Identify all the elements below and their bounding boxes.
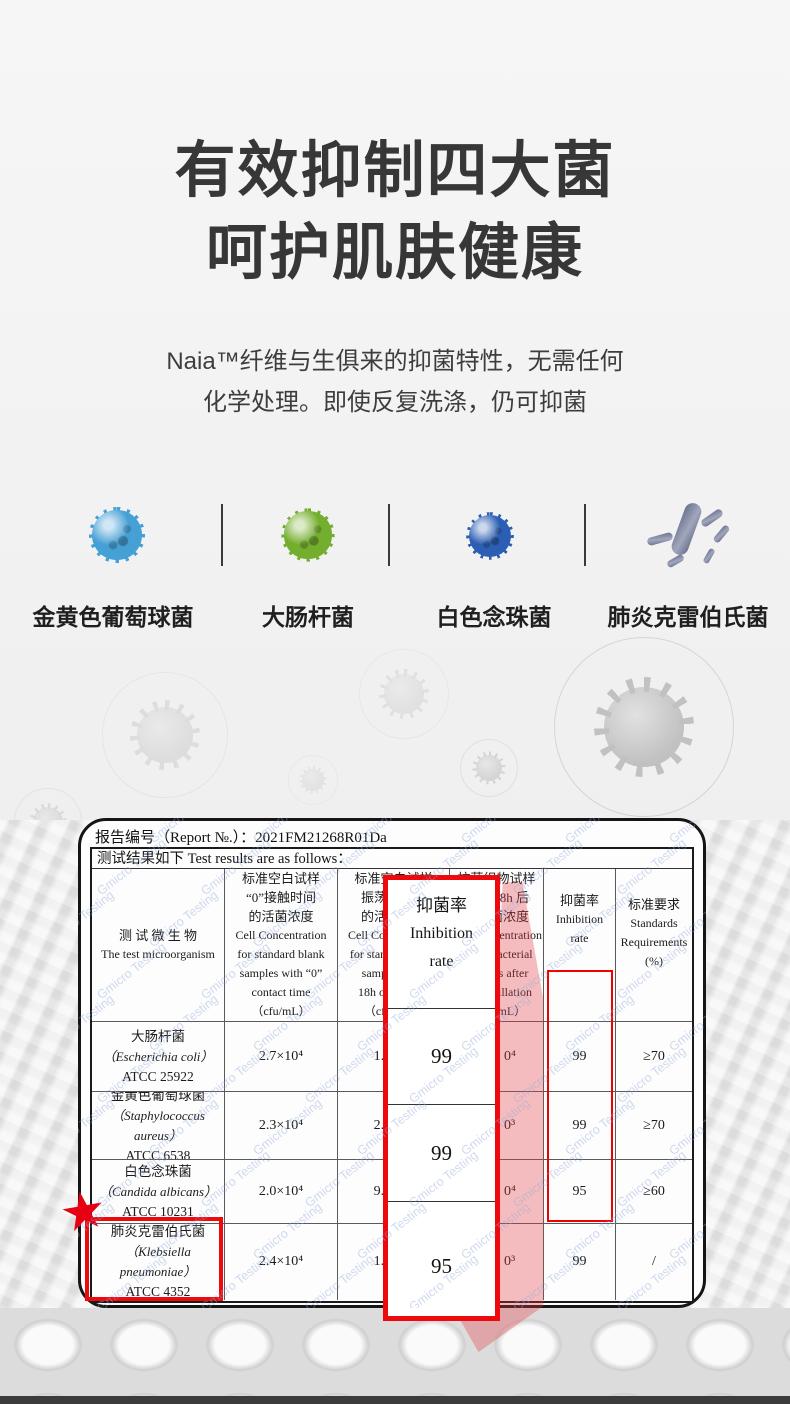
row-klebsiella-fabric18: 0³ <box>450 1224 544 1300</box>
col-header-inhibition: 抑菌率 Inhibition rate <box>544 869 616 1022</box>
rod <box>699 507 725 529</box>
row-klebsiella-name: 肺炎克雷伯氏菌 （Klebsiella pneumoniae） ATCC 435… <box>92 1224 225 1300</box>
row-staph-name: 金黄色葡萄球菌 （Staphylococcus aureus） ATCC 653… <box>92 1092 225 1160</box>
germ-body <box>92 510 142 560</box>
row-klebsiella-blank0: 2.4×10⁴ <box>225 1224 338 1300</box>
germ-body <box>468 514 512 558</box>
bacteria-label-staphylococcus: 金黄色葡萄球菌 <box>32 604 194 630</box>
results-caption: 测试结果如下 Test results are as follows： <box>92 849 692 869</box>
page-title-line1: 有效抑制四大菌 <box>174 136 616 204</box>
page-title-line2: 呵护肌肤健康 <box>205 218 584 286</box>
row-ecoli-blank0: 2.7×10⁴ <box>225 1022 338 1092</box>
row-candida-name: 白色念珠菌 （Candida albicans） ATCC 10231 <box>92 1160 225 1224</box>
divider <box>388 504 390 566</box>
callout-value-3: 95 <box>388 1201 495 1316</box>
rod <box>646 531 674 547</box>
row-klebsiella-inhibition: 99 <box>544 1224 616 1300</box>
row-staph-standard: ≥70 <box>616 1092 692 1160</box>
report-number-line: 报告编号（Report №.）：2021FM21268R01Da <box>95 826 387 847</box>
rod <box>665 553 686 569</box>
callout-header: 抑菌率 Inhibition rate <box>409 896 474 970</box>
row-klebsiella-standard: / <box>652 1254 656 1269</box>
callout-value-1: 99 <box>388 1008 495 1104</box>
candida-icon <box>456 502 524 570</box>
virus-decoration <box>554 637 734 817</box>
virus-decoration <box>288 755 338 805</box>
callout-value-2: 99 <box>388 1104 495 1201</box>
col-header-blank0: 标准空白试样 “0”接触时间 的活菌浓度 Cell Concentration … <box>225 869 338 1022</box>
row-ecoli-inhibition: 99 <box>544 1022 616 1092</box>
row-candida-inhibition: 95 <box>544 1160 616 1224</box>
virus-decoration <box>459 738 519 798</box>
col-header-microorganism: 测 试 微 生 物 The test microorganism <box>92 869 225 1022</box>
ecoli-icon <box>270 497 346 573</box>
row-candida-blank0: 2.0×10⁴ <box>225 1160 338 1224</box>
row-ecoli-standard: ≥70 <box>616 1022 692 1092</box>
col-header-standards: 标准要求 Standards Requirements (%) <box>616 869 692 1022</box>
divider <box>584 504 586 566</box>
subtitle-line1: Naia™纤维与生俱来的抑菌特性，无需任何 <box>166 348 624 375</box>
report-number-label: 报告编号（Report №.）： <box>95 830 256 846</box>
bacteria-label-klebsiella: 肺炎克雷伯氏菌 <box>607 604 769 630</box>
row-staph-inhibition: 99 <box>544 1092 616 1160</box>
divider <box>221 504 223 566</box>
row-staph-blank0: 2.3×10⁴ <box>225 1092 338 1160</box>
bacteria-label-ecoli: 大肠杆菌 <box>262 604 354 630</box>
virus-decoration <box>359 649 449 739</box>
star-icon: ★ <box>55 1179 112 1245</box>
germ-body <box>284 511 332 559</box>
row-ecoli-name: 大肠杆菌 （Escherichia coli） ATCC 25922 <box>92 1022 225 1092</box>
subtitle-line2: 化学处理。即使反复洗涤，仍可抑菌 <box>203 389 587 416</box>
bacteria-label-candida: 白色念珠菌 <box>436 604 552 630</box>
rod <box>669 500 704 558</box>
fabric-texture-closeup <box>0 1308 790 1404</box>
virus-decoration <box>102 672 228 798</box>
rod <box>712 524 731 544</box>
bottom-bar <box>0 1396 790 1404</box>
rod <box>702 547 716 565</box>
row-candida-standard: ≥60 <box>616 1160 692 1224</box>
klebsiella-icon <box>646 498 734 572</box>
inhibition-rate-callout: 抑菌率 Inhibition rate 99 99 95 <box>383 875 500 1321</box>
staphylococcus-icon <box>77 495 157 575</box>
report-number-value: 2021FM21268R01Da <box>255 830 387 846</box>
